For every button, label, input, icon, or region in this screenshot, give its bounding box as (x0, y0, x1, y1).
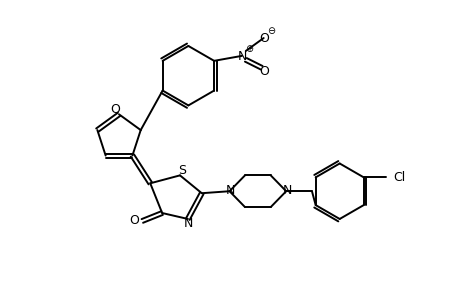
Text: ⊕: ⊕ (244, 44, 252, 54)
Text: S: S (178, 164, 185, 177)
Text: N: N (225, 184, 235, 197)
Text: N: N (282, 184, 291, 197)
Text: Cl: Cl (392, 171, 405, 184)
Text: O: O (129, 214, 139, 227)
Text: ⊖: ⊖ (267, 26, 275, 36)
Text: N: N (184, 218, 193, 230)
Text: N: N (238, 50, 247, 63)
Text: O: O (259, 32, 269, 44)
Text: O: O (259, 65, 269, 78)
Text: O: O (110, 103, 120, 116)
